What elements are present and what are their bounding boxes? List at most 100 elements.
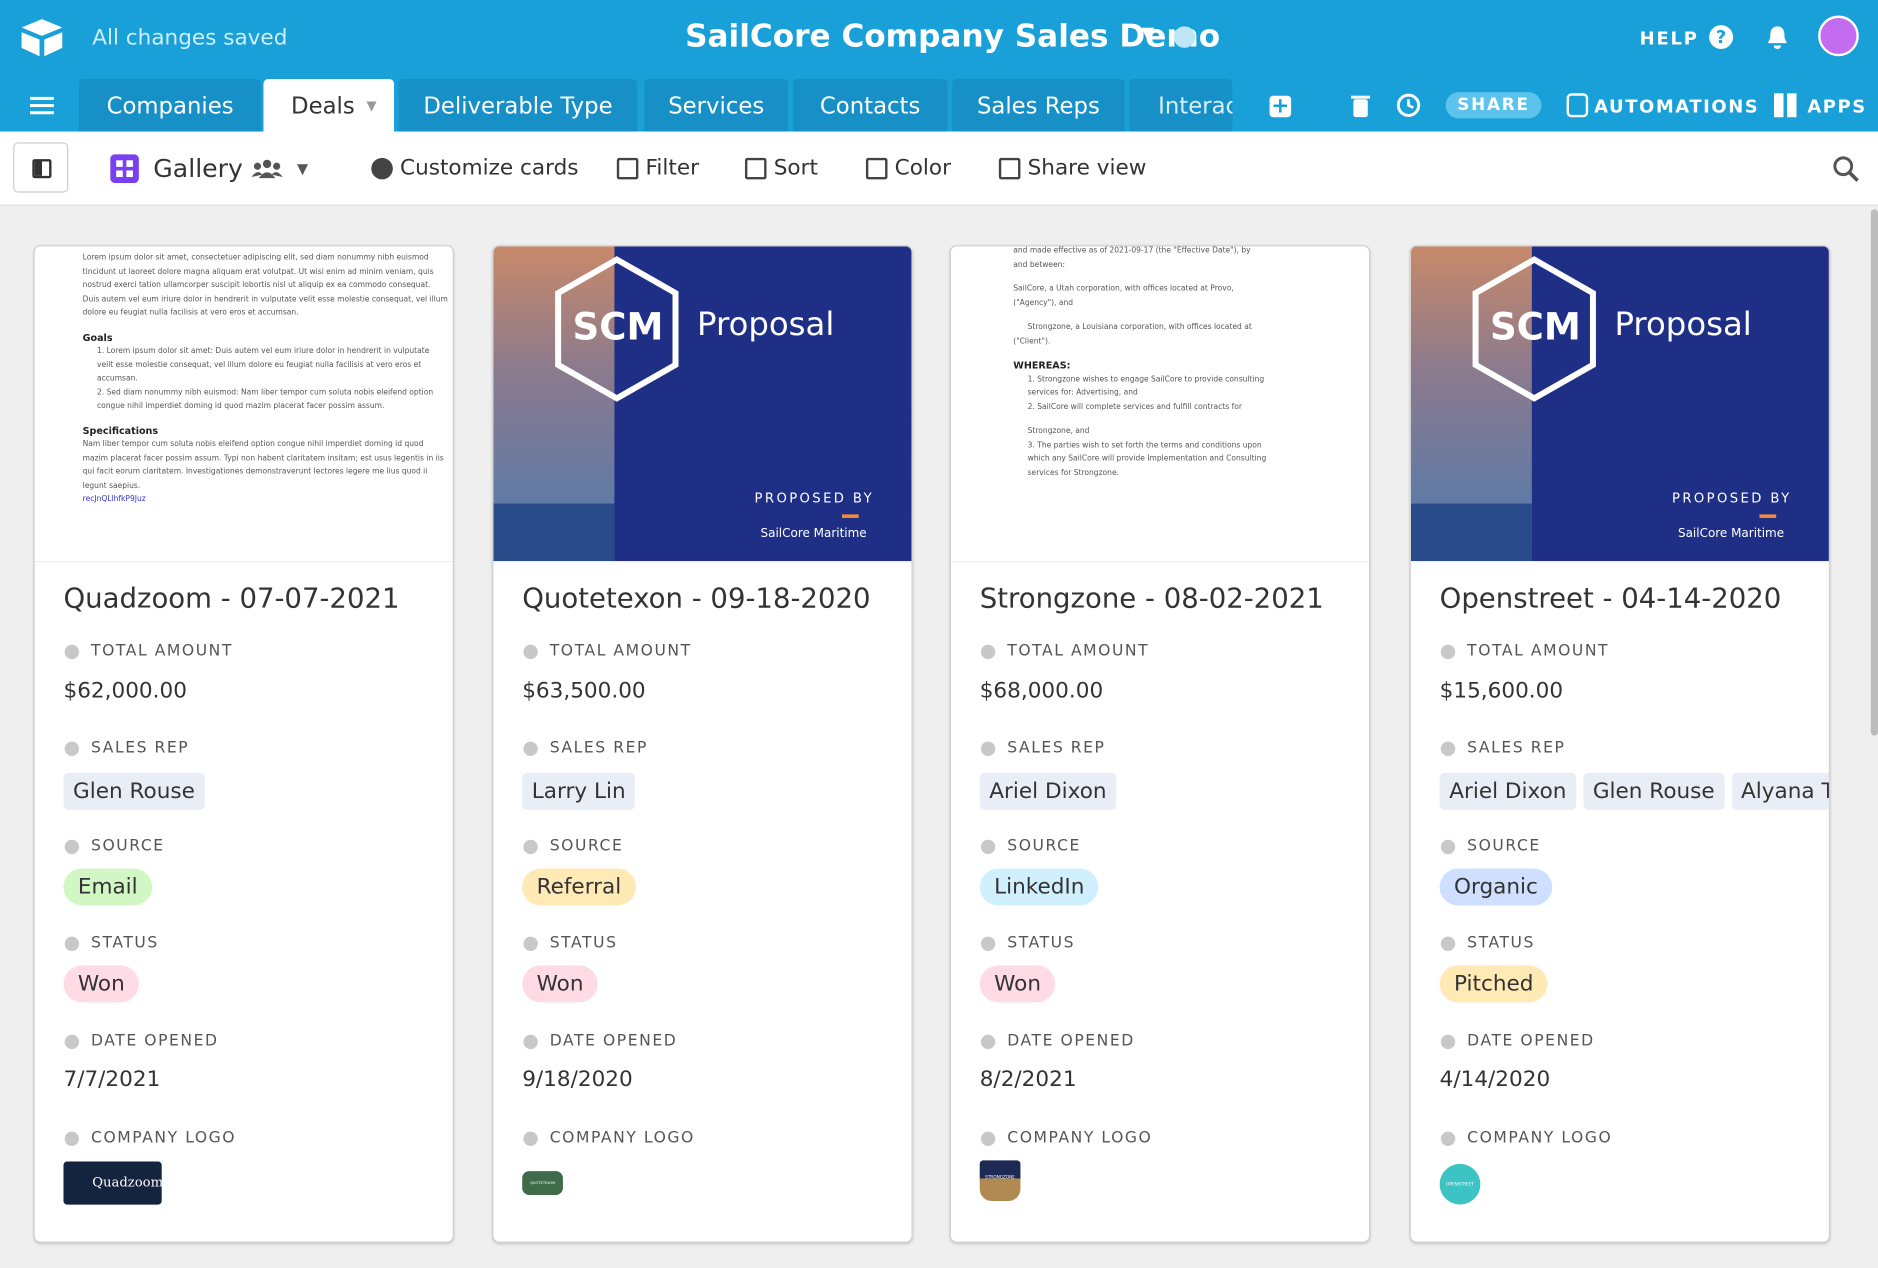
card-cover: SCM Proposal PROPOSED BY SailCore Maritime: [493, 246, 912, 563]
table-tab[interactable]: Companies: [79, 78, 262, 132]
sidebar-toggle[interactable]: [13, 142, 69, 193]
field-icon: [523, 644, 538, 660]
proposal-hill: [1410, 503, 1532, 562]
avatar[interactable]: [1818, 15, 1859, 57]
sales-rep-chip[interactable]: Glen Rouse: [63, 772, 205, 810]
document-line: Duis autem vel eum iriure dolor in hendr…: [82, 294, 448, 304]
document-line: accumsan.: [97, 374, 138, 383]
info-icon[interactable]: [1173, 26, 1196, 48]
document-line: recJnQLlhfkP9Juz: [82, 495, 146, 504]
add-table[interactable]: +: [1269, 93, 1292, 119]
tab-caret: ▼: [366, 98, 377, 114]
proposal-mark: SCM: [1489, 306, 1581, 350]
color-button[interactable]: Color: [894, 155, 951, 181]
field-icon: [980, 644, 996, 660]
proposal-panel: [1531, 246, 1829, 562]
share-view-button[interactable]: Share view: [1027, 155, 1147, 181]
automations-button[interactable]: AUTOMATIONS: [1594, 95, 1760, 118]
sales-rep-chip[interactable]: Larry Lin: [522, 772, 636, 810]
field-icon: [1440, 839, 1456, 855]
proposal-company: SailCore Maritime: [760, 527, 867, 541]
base-title[interactable]: SailCore Company Sales Demo: [685, 19, 1221, 56]
date-opened: 7/7/2021: [63, 1067, 161, 1093]
card-cover: and made effective as of 2021-09-17 (the…: [950, 246, 1369, 563]
document-line: SailCore, a Utah corporation, with offic…: [1013, 284, 1234, 294]
field-label: SALES REP: [1007, 739, 1106, 758]
field-icon: [64, 1131, 80, 1146]
sales-rep-chip[interactable]: Alyana Tl: [1731, 772, 1829, 810]
table-tab[interactable]: Sales Reps: [952, 78, 1125, 132]
field-label: SALES REP: [91, 739, 190, 758]
table-tab[interactable]: Deals ▼: [263, 78, 395, 132]
document-preview: and made effective as of 2021-09-17 (the…: [1013, 246, 1266, 479]
share-button[interactable]: SHARE: [1445, 92, 1542, 119]
accent: [841, 514, 859, 518]
field-icon: [64, 839, 80, 855]
apps-button[interactable]: APPS: [1807, 95, 1867, 118]
menu-icon[interactable]: [29, 96, 54, 115]
table-tab[interactable]: Contacts: [792, 78, 948, 132]
hexagon: [1472, 256, 1596, 402]
table-tab[interactable]: Services: [644, 78, 789, 132]
title-caret[interactable]: ▼: [1141, 23, 1155, 44]
field-label: DATE OPENED: [91, 1032, 219, 1051]
status-chip: Pitched: [1439, 965, 1548, 1003]
field-label: STATUS: [1007, 934, 1076, 953]
record-card[interactable]: SCM Proposal PROPOSED BY SailCore Maritime O…: [1409, 245, 1831, 1243]
hexagon: [555, 256, 679, 402]
proposed-by: PROPOSED BY: [754, 490, 875, 506]
record-card[interactable]: and made effective as of 2021-09-17 (the…: [949, 245, 1371, 1243]
proposal-hill: [493, 503, 615, 562]
total-amount: $68,000.00: [979, 678, 1104, 704]
sort-button[interactable]: Sort: [773, 155, 818, 181]
field-label: SALES REP: [1467, 739, 1566, 758]
field-icon: [64, 1034, 80, 1050]
gallery-icon: [110, 154, 139, 184]
collaborative-icon: [251, 159, 283, 179]
sales-rep-chip[interactable]: Ariel Dixon: [1439, 772, 1577, 810]
logo: [21, 19, 63, 57]
trash-icon[interactable]: [1351, 93, 1371, 118]
record-card[interactable]: SCM Proposal PROPOSED BY SailCore Maritime Q…: [492, 245, 913, 1243]
document-line: services for: Advertising, and: [1027, 388, 1138, 398]
document-line: Specifications: [82, 425, 159, 437]
document-line: 2. SailCore will complete services and f…: [1027, 402, 1242, 411]
sales-rep-chip[interactable]: Glen Rouse: [1583, 772, 1725, 810]
help-link[interactable]: HELP: [1639, 27, 1699, 50]
document-line: ("Agency"), and: [1013, 298, 1074, 307]
table-tab[interactable]: Interactions: [1129, 78, 1233, 132]
field-label: SOURCE: [1007, 837, 1081, 856]
field-label: SOURCE: [1467, 837, 1541, 856]
document-line: velit esse molestie consequat, vel illum…: [97, 360, 422, 370]
search-icon[interactable]: [1832, 156, 1859, 182]
field-label: SALES REP: [549, 739, 648, 758]
notifications[interactable]: [1765, 24, 1789, 50]
view-name[interactable]: Gallery: [153, 154, 243, 184]
field-icon: [64, 644, 80, 660]
field-icon: [980, 1034, 996, 1050]
document-line: which any SailCore will provide Implemen…: [1027, 454, 1267, 463]
card-title: Strongzone - 08-02-2021: [979, 583, 1324, 615]
source-chip: Email: [63, 868, 153, 906]
field-icon: [523, 839, 538, 855]
table-tab[interactable]: Deliverable Type: [398, 78, 638, 132]
help-icon[interactable]: ?: [1709, 25, 1734, 50]
date-opened: 8/2/2021: [979, 1067, 1077, 1093]
history-icon[interactable]: [1395, 92, 1421, 118]
customize-cards-button[interactable]: Customize cards: [400, 155, 579, 181]
filter-button[interactable]: Filter: [645, 155, 699, 181]
document-preview: Lorem ipsum dolor sit amet, consectetuer…: [83, 251, 448, 506]
status-chip: Won: [979, 965, 1056, 1003]
field-label: TOTAL AMOUNT: [1467, 642, 1610, 661]
record-card[interactable]: Lorem ipsum dolor sit amet, consectetuer…: [33, 245, 454, 1243]
view-caret[interactable]: ▼: [297, 160, 309, 178]
field-label: STATUS: [549, 934, 618, 953]
sales-rep-chip[interactable]: Ariel Dixon: [979, 772, 1117, 810]
card-title: Openstreet - 04-14-2020: [1439, 583, 1782, 615]
toolbar: Gallery ▼: [0, 131, 1878, 206]
company-logo: OPENSTREET: [1439, 1163, 1481, 1205]
proposal-panel: [614, 246, 912, 562]
source-chip: Organic: [1439, 868, 1553, 906]
field-label: TOTAL AMOUNT: [1007, 642, 1150, 661]
document-line: Nam liber tempor cum soluta nobis eleife…: [82, 440, 424, 449]
